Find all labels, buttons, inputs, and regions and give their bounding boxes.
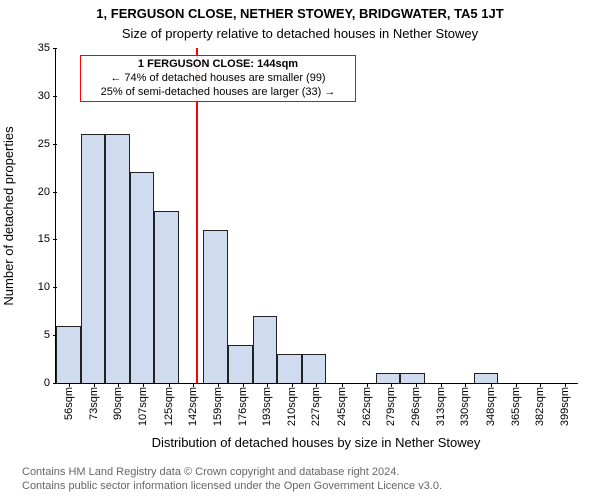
histogram-bar xyxy=(474,373,499,383)
x-axis-label: Distribution of detached houses by size … xyxy=(55,435,577,450)
attribution-footer: Contains HM Land Registry data © Crown c… xyxy=(0,466,600,494)
annotation-line-3: 25% of semi-detached houses are larger (… xyxy=(87,86,349,100)
x-tick-label: 193sqm xyxy=(261,383,273,426)
histogram-bar xyxy=(302,354,327,383)
x-tick-label: 107sqm xyxy=(137,383,149,426)
histogram-bar xyxy=(203,230,228,383)
histogram-bar xyxy=(228,345,253,383)
x-tick-label: 90sqm xyxy=(112,383,124,420)
histogram-bar xyxy=(154,211,179,383)
x-tick-label: 330sqm xyxy=(459,383,471,426)
y-tick-label: 10 xyxy=(38,281,56,293)
histogram-bar xyxy=(400,373,425,383)
chart-title-line1: 1, FERGUSON CLOSE, NETHER STOWEY, BRIDGW… xyxy=(0,6,600,21)
x-tick-label: 313sqm xyxy=(435,383,447,426)
histogram-bar xyxy=(130,172,155,383)
y-tick-label: 35 xyxy=(38,42,56,54)
y-tick-label: 0 xyxy=(44,377,56,389)
x-tick-label: 142sqm xyxy=(187,383,199,426)
footer-line-2: Contains public sector information licen… xyxy=(22,480,600,494)
y-tick-label: 15 xyxy=(38,233,56,245)
y-tick-label: 25 xyxy=(38,138,56,150)
x-tick-label: 348sqm xyxy=(485,383,497,426)
x-tick-label: 365sqm xyxy=(510,383,522,426)
chart-title-line2: Size of property relative to detached ho… xyxy=(0,26,600,41)
annotation-box: 1 FERGUSON CLOSE: 144sqm← 74% of detache… xyxy=(80,55,356,102)
x-tick-label: 73sqm xyxy=(88,383,100,420)
x-tick-label: 56sqm xyxy=(63,383,75,420)
annotation-line-1: 1 FERGUSON CLOSE: 144sqm xyxy=(87,58,349,72)
histogram-bar xyxy=(277,354,302,383)
x-tick-label: 125sqm xyxy=(163,383,175,426)
x-tick-label: 399sqm xyxy=(559,383,571,426)
x-tick-label: 176sqm xyxy=(237,383,249,426)
annotation-line-2: ← 74% of detached houses are smaller (99… xyxy=(87,72,349,86)
x-tick-label: 245sqm xyxy=(336,383,348,426)
histogram-bar xyxy=(56,326,81,383)
chart-container: 1, FERGUSON CLOSE, NETHER STOWEY, BRIDGW… xyxy=(0,0,600,500)
y-tick-label: 5 xyxy=(44,329,56,341)
y-tick-label: 20 xyxy=(38,186,56,198)
histogram-bar xyxy=(105,134,130,383)
x-tick-label: 159sqm xyxy=(212,383,224,426)
x-tick-label: 382sqm xyxy=(534,383,546,426)
x-tick-label: 210sqm xyxy=(286,383,298,426)
histogram-bar xyxy=(81,134,106,383)
x-tick-label: 296sqm xyxy=(410,383,422,426)
footer-line-1: Contains HM Land Registry data © Crown c… xyxy=(22,466,600,480)
histogram-bar xyxy=(376,373,401,383)
x-tick-label: 279sqm xyxy=(385,383,397,426)
x-tick-label: 227sqm xyxy=(310,383,322,426)
y-axis-label: Number of detached properties xyxy=(1,126,16,305)
histogram-bar xyxy=(253,316,278,383)
y-tick-label: 30 xyxy=(38,90,56,102)
x-tick-label: 262sqm xyxy=(361,383,373,426)
